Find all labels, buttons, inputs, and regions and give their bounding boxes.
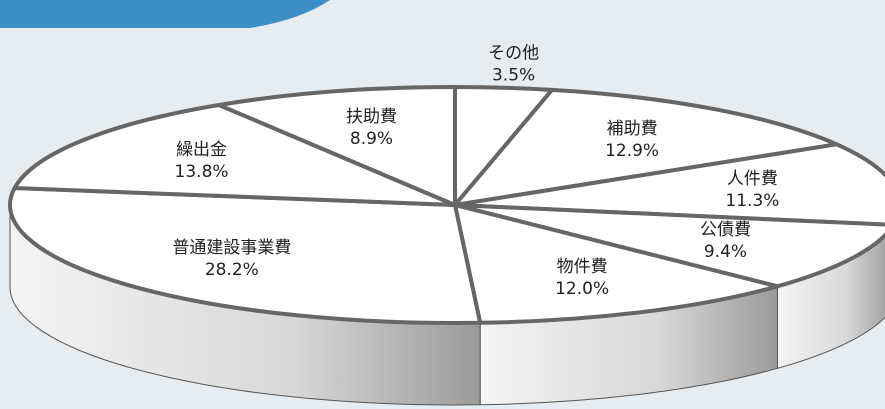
slice-label: 補助費 [607,119,658,139]
slice-value-label: 13.8% [175,162,229,182]
slice [453,203,885,289]
slice-label: その他 [488,43,539,63]
header-band [0,0,330,28]
slice-value-label: 12.0% [555,279,609,299]
slice-label: 公債費 [700,220,751,240]
slice [453,203,780,325]
slice-label: 扶助費 [346,107,397,127]
slice [216,85,457,207]
slice-value-label: 11.3% [725,191,779,211]
slice-value-label: 8.9% [350,129,393,149]
slice-label: 人件費 [727,169,778,189]
slice-value-label: 9.4% [704,242,747,262]
slice-value-label: 3.5% [492,65,535,85]
slice-value-label: 28.2% [205,260,259,280]
slice-label: 普通建設事業費 [172,238,291,258]
slice [8,186,483,325]
slice-label: 物件費 [557,257,608,277]
slice-label: 繰出金 [176,140,227,160]
slice [453,142,885,227]
slice-value-label: 12.9% [605,141,659,161]
slice [12,102,457,207]
slice [453,87,839,207]
